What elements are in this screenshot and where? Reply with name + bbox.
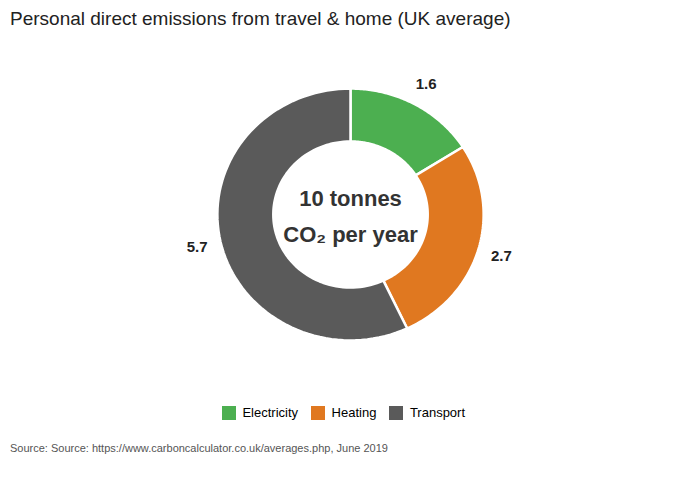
html-text:Transport: Transport xyxy=(409,405,465,420)
svg-text:5.7: 5.7 xyxy=(187,238,208,255)
svg-text:2.7: 2.7 xyxy=(491,247,512,264)
svg-text:1.6: 1.6 xyxy=(416,75,437,92)
svg-text:10 tonnes: 10 tonnes xyxy=(299,186,402,211)
html-text:Personal direct emissions from: Personal direct emissions from travel & … xyxy=(10,8,511,29)
html-text:Heating: Heating xyxy=(331,405,377,420)
svg-text:CO₂ per year: CO₂ per year xyxy=(283,222,418,247)
html-text:Source: Source: https://www.ca: Source: Source: https://www.carboncalcul… xyxy=(10,441,388,454)
html-text:Electricity: Electricity xyxy=(242,405,299,420)
